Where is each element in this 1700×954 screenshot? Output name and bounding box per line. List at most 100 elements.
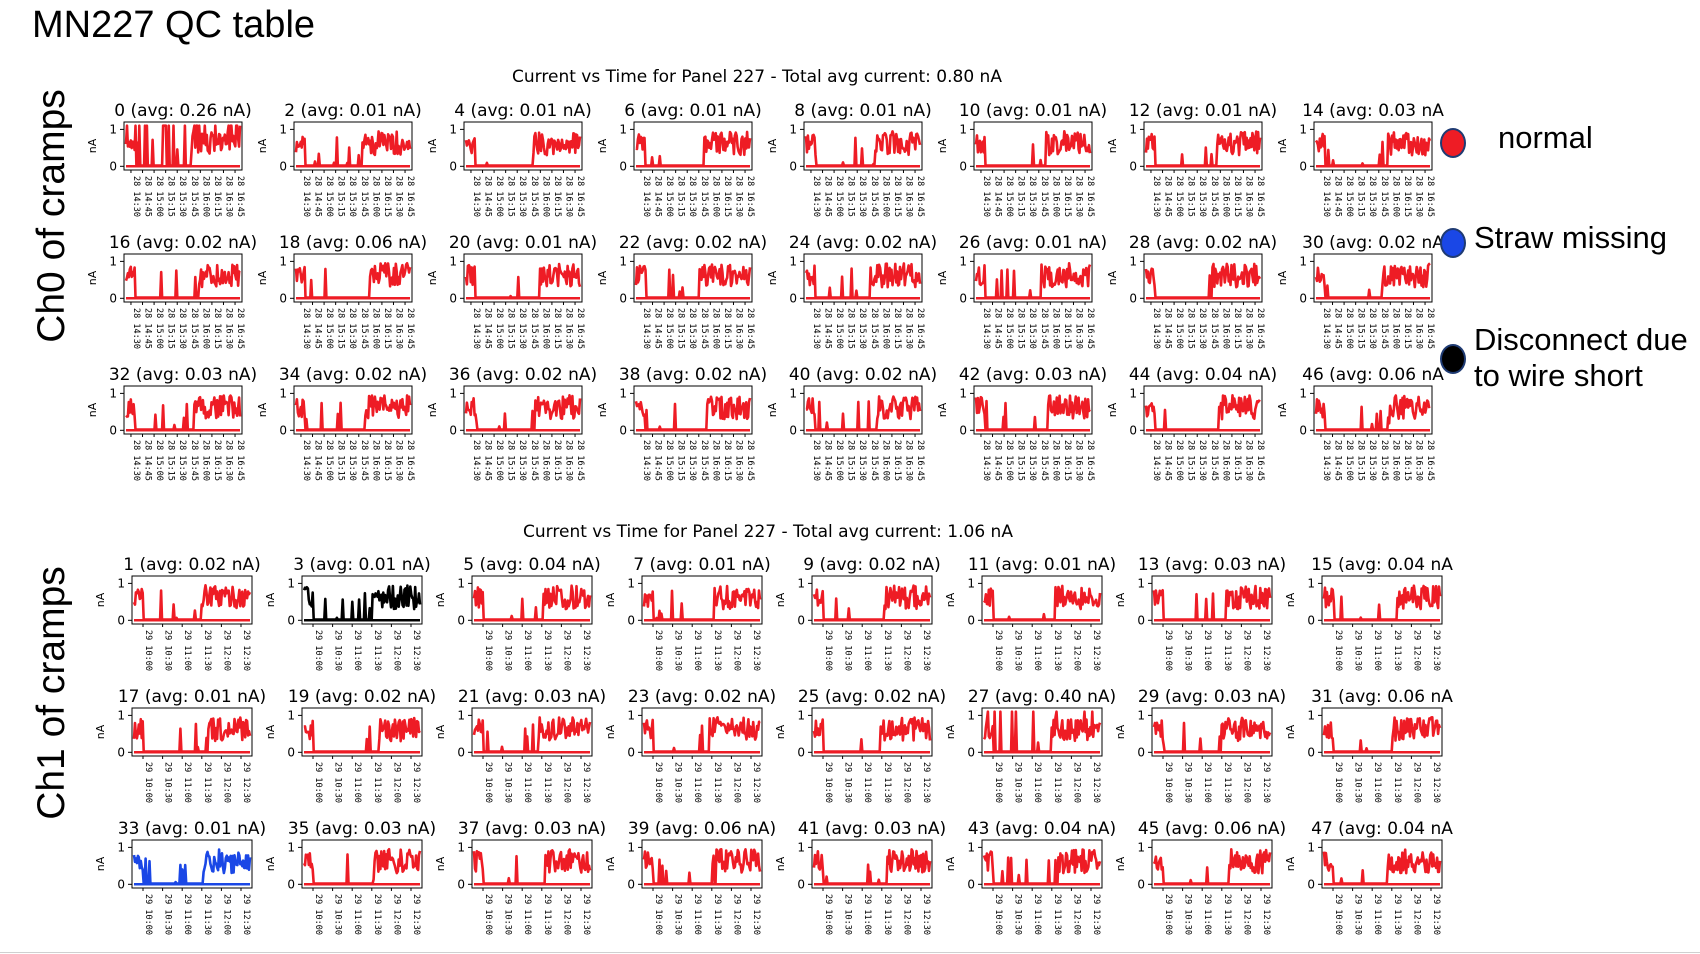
panel-title: 32 (avg: 0.03 nA) — [109, 365, 257, 385]
y-tick-label: 1 — [279, 122, 287, 136]
x-tick-label: 28 15:45 — [699, 176, 709, 217]
series-line — [1322, 584, 1442, 621]
x-tick-label: 28 16:00 — [1050, 176, 1060, 217]
y-tick-label: 0 — [457, 877, 465, 891]
panel-frame — [633, 121, 753, 171]
y-tick-label: 1 — [959, 386, 967, 400]
x-tick-label: 28 14:30 — [1151, 308, 1161, 349]
y-tick-label: 0 — [1299, 423, 1307, 437]
x-tick-label: 29 12:00 — [731, 762, 741, 803]
x-tick-label: 28 14:45 — [653, 308, 663, 349]
x-tick-label: 28 15:15 — [1016, 308, 1026, 349]
y-axis-label: nA — [944, 592, 957, 607]
panel-frame — [1143, 253, 1263, 303]
x-tick-label: 29 12:30 — [921, 762, 931, 803]
y-axis-label: nA — [94, 856, 107, 871]
x-tick-label: 29 11:00 — [352, 762, 362, 803]
x-tick-label: 29 11:00 — [692, 762, 702, 803]
panel-title: 31 (avg: 0.06 nA — [1311, 687, 1453, 707]
y-tick-label: 1 — [1129, 386, 1137, 400]
x-tick-label: 28 15:00 — [154, 176, 164, 217]
y-tick-label: 0 — [449, 291, 457, 305]
series-line — [472, 716, 592, 753]
x-tick-label: 28 15:30 — [1027, 176, 1037, 217]
y-tick-label: 0 — [287, 745, 295, 759]
y-tick-label: 0 — [109, 159, 117, 173]
y-tick-label: 1 — [1307, 708, 1315, 722]
x-tick-label: 28 16:15 — [1402, 440, 1412, 481]
x-tick-label: 28 16:00 — [370, 440, 380, 481]
x-tick-label: 29 10:30 — [503, 894, 513, 935]
x-tick-label: 28 14:45 — [313, 176, 323, 217]
x-tick-label: 28 15:15 — [506, 308, 516, 349]
legend-item-disconnect: Disconnect due to wire short — [1440, 322, 1689, 394]
y-tick-label: 1 — [627, 840, 635, 854]
x-tick-label: 29 11:30 — [372, 630, 382, 671]
x-tick-label: 28 16:30 — [563, 308, 573, 349]
series-line — [132, 716, 252, 753]
x-tick-label: 28 15:30 — [177, 440, 187, 481]
x-tick-label: 29 11:30 — [202, 894, 212, 935]
y-axis-label: nA — [1106, 402, 1119, 417]
x-tick-label: 29 12:00 — [1071, 630, 1081, 671]
x-tick-label: 28 15:45 — [359, 308, 369, 349]
x-tick-label: 29 10:30 — [163, 894, 173, 935]
legend-label: Disconnect due to wire short — [1474, 322, 1688, 393]
x-tick-label: 29 11:30 — [1222, 894, 1232, 935]
x-tick-label: 28 16:45 — [405, 308, 415, 349]
y-tick-label: 1 — [279, 386, 287, 400]
panel-title: 16 (avg: 0.02 nA) — [109, 233, 257, 253]
x-tick-label: 29 12:00 — [221, 630, 231, 671]
panel-frame — [131, 575, 253, 625]
y-tick-label: 1 — [959, 122, 967, 136]
x-tick-label: 28 16:45 — [1425, 440, 1435, 481]
x-tick-label: 28 14:45 — [653, 176, 663, 217]
x-tick-label: 29 12:30 — [921, 894, 931, 935]
x-tick-label: 29 11:00 — [1202, 894, 1212, 935]
y-tick-label: 1 — [797, 840, 805, 854]
x-tick-label: 28 15:30 — [1367, 176, 1377, 217]
series-line — [642, 716, 761, 753]
panel-frame — [301, 707, 423, 757]
legend-swatch-straw-missing — [1440, 228, 1466, 258]
panel-title: 7 (avg: 0.01 nA) — [633, 555, 771, 575]
x-tick-label: 29 11:00 — [1372, 894, 1382, 935]
x-tick-label: 28 15:00 — [494, 308, 504, 349]
x-tick-label: 29 10:00 — [993, 630, 1003, 671]
y-tick-label: 0 — [959, 159, 967, 173]
x-tick-label: 29 12:00 — [391, 894, 401, 935]
x-tick-label: 28 16:45 — [1425, 308, 1435, 349]
x-tick-label: 28 14:30 — [471, 308, 481, 349]
y-axis-label: nA — [936, 138, 949, 153]
x-tick-label: 29 11:00 — [1202, 630, 1212, 671]
x-tick-label: 28 14:30 — [1151, 176, 1161, 217]
x-tick-label: 29 12:30 — [1091, 630, 1101, 671]
y-axis-label: nA — [774, 856, 787, 871]
x-tick-label: 28 15:45 — [1379, 440, 1389, 481]
x-tick-label: 29 12:00 — [391, 762, 401, 803]
y-tick-label: 0 — [619, 423, 627, 437]
x-tick-label: 29 11:00 — [1202, 762, 1212, 803]
y-tick-label: 1 — [789, 254, 797, 268]
y-tick-label: 1 — [627, 576, 635, 590]
x-tick-label: 28 15:30 — [1027, 308, 1037, 349]
panel-title: 10 (avg: 0.01 nA) — [959, 101, 1107, 121]
x-tick-label: 28 14:30 — [811, 308, 821, 349]
x-tick-label: 28 16:30 — [1413, 440, 1423, 481]
x-tick-label: 29 10:00 — [993, 762, 1003, 803]
y-axis-label: nA — [434, 724, 447, 739]
y-axis-label: nA — [944, 724, 957, 739]
x-tick-label: 28 15:15 — [336, 176, 346, 217]
panel-title: 22 (avg: 0.02 nA) — [619, 233, 767, 253]
x-tick-label: 28 14:30 — [301, 176, 311, 217]
x-tick-label: 28 14:30 — [1321, 440, 1331, 481]
panel-frame — [1143, 121, 1263, 171]
legend-item-straw-missing: Straw missing — [1440, 220, 1689, 258]
x-tick-label: 28 14:45 — [1333, 440, 1343, 481]
y-tick-label: 1 — [117, 576, 125, 590]
x-tick-label: 29 12:00 — [1071, 894, 1081, 935]
panel-frame — [463, 121, 583, 171]
x-tick-label: 28 15:45 — [699, 440, 709, 481]
x-tick-label: 28 15:30 — [1197, 440, 1207, 481]
x-tick-label: 28 15:00 — [494, 176, 504, 217]
